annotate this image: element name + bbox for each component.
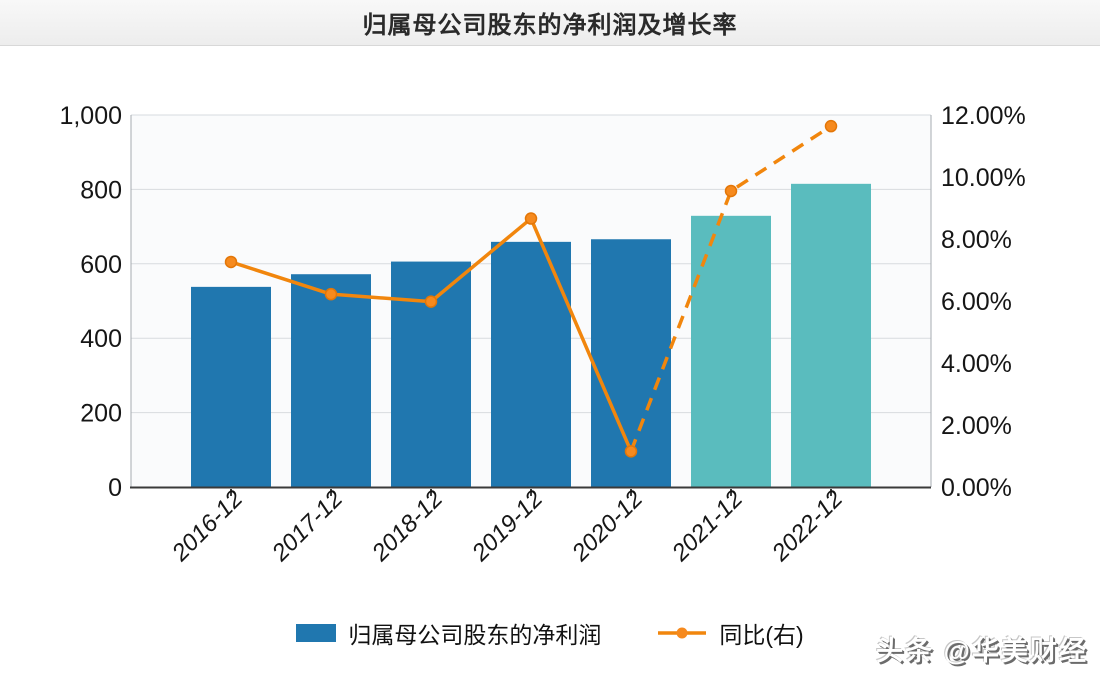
y-axis-right-label: 8.00%: [941, 226, 1012, 254]
legend-item-line: 同比(右): [657, 616, 804, 650]
line-series-label: 同比(右): [719, 622, 804, 648]
x-axis-label-2017-12: 2017-12: [266, 485, 348, 567]
y-axis-left-label: 600: [80, 251, 122, 279]
chart-title: 归属母公司股东的净利润及增长率: [362, 12, 738, 39]
y-axis-left-label: 200: [80, 400, 122, 428]
x-axis-label-2018-12: 2018-12: [366, 485, 448, 567]
y-axis-left-label: 1,000: [59, 102, 122, 130]
y-axis-right-label: 6.00%: [941, 288, 1012, 316]
watermark: 头条 @华美财经: [876, 636, 1088, 666]
y-axis-right-label: 10.00%: [941, 164, 1026, 192]
x-axis-label-2020-12: 2020-12: [566, 485, 648, 567]
growth-marker-2018-12: [424, 295, 438, 308]
line-series-swatch: [658, 627, 707, 639]
growth-marker-2016-12: [224, 255, 238, 269]
growth-marker-2022-12: [824, 119, 838, 133]
bar-2016-12: [191, 286, 271, 487]
growth-marker-2020-12: [624, 445, 638, 458]
bar-series-swatch: [296, 624, 337, 642]
x-axis-label-2016-12: 2016-12: [166, 485, 248, 567]
y-axis-left-label: 800: [80, 176, 122, 204]
chart-header: 归属母公司股东的净利润及增长率: [0, 0, 1100, 46]
x-axis-label-2022-12: 2022-12: [766, 485, 848, 567]
growth-marker-2017-12: [324, 287, 338, 301]
y-axis-left-label: 400: [80, 325, 122, 353]
y-axis-right-label: 0.00%: [941, 474, 1012, 502]
growth-marker-2021-12: [724, 184, 738, 198]
bar-series-label: 归属母公司股东的净利润: [348, 622, 602, 648]
bar-2022-12: [791, 183, 871, 487]
legend: 归属母公司股东的净利润 同比(右): [0, 612, 1100, 654]
x-axis-label-2021-12: 2021-12: [666, 485, 748, 567]
legend-item-bar: 归属母公司股东的净利润: [296, 616, 601, 650]
y-axis-right-label: 12.00%: [941, 102, 1026, 130]
bar-2019-12: [491, 241, 571, 487]
y-axis-left-label: 0: [108, 474, 122, 502]
bar-2017-12: [291, 274, 371, 487]
growth-marker-2019-12: [524, 212, 538, 225]
y-axis-right-label: 4.00%: [941, 350, 1012, 378]
bar-2021-12: [691, 215, 771, 487]
line-swatch-marker: [676, 627, 688, 639]
x-axis-label-2019-12: 2019-12: [466, 485, 548, 567]
y-axis-right-label: 2.00%: [941, 412, 1012, 440]
growth-line-dashed: [629, 124, 832, 452]
